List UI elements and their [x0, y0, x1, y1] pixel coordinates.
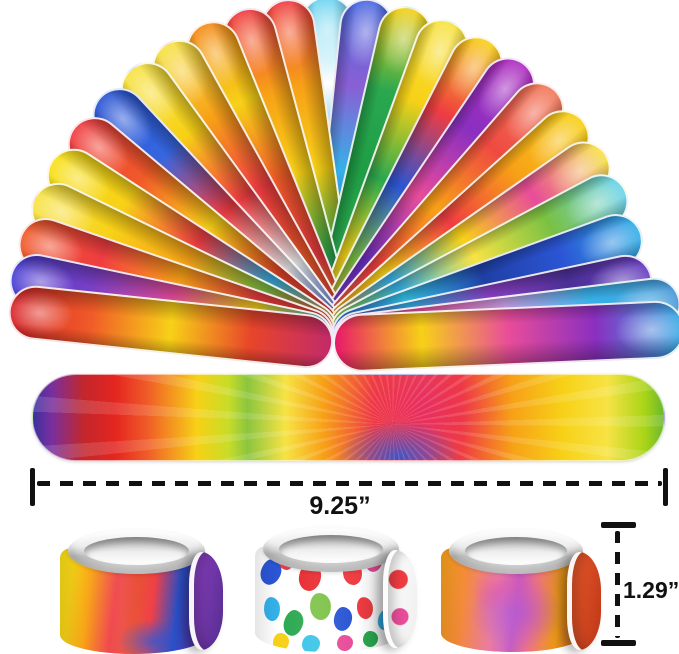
- width-measure-dashed-line: [37, 481, 662, 486]
- width-measure-cap-left: [30, 468, 35, 506]
- bracelet-inner-rim: [68, 528, 205, 574]
- rolled-bracelet-rainbow-spike-roll: [60, 528, 223, 654]
- bracelet-rim-hole: [84, 537, 189, 565]
- height-measure-cap-bottom: [601, 640, 636, 646]
- height-measurement-label: 1.29”: [623, 577, 679, 603]
- width-measurement-label: 9.25”: [309, 492, 371, 520]
- height-measure-dashed-line: [615, 531, 620, 638]
- width-measure-cap-right: [663, 468, 668, 506]
- bracelet-rim-hole: [465, 537, 567, 565]
- bracelet-end-flap: [189, 552, 223, 650]
- paint-spot: [272, 632, 289, 651]
- flat-slap-bracelet-rainbow-starburst-slap-bracelet: [32, 374, 665, 461]
- paint-spot: [336, 635, 353, 652]
- bracelet-end-flap: [567, 552, 601, 650]
- rolled-bracelet-white-splat-roll: [255, 526, 417, 652]
- bracelet-end-flap: [383, 550, 417, 648]
- paint-spot: [301, 635, 320, 652]
- rolled-bracelet-orange-pink-roll: [441, 528, 601, 652]
- bracelet-inner-rim: [449, 528, 583, 574]
- height-measure-cap-top: [601, 522, 636, 528]
- paint-spot: [363, 630, 379, 647]
- bracelet-inner-rim: [263, 526, 399, 572]
- bracelet-rim-hole: [279, 535, 383, 563]
